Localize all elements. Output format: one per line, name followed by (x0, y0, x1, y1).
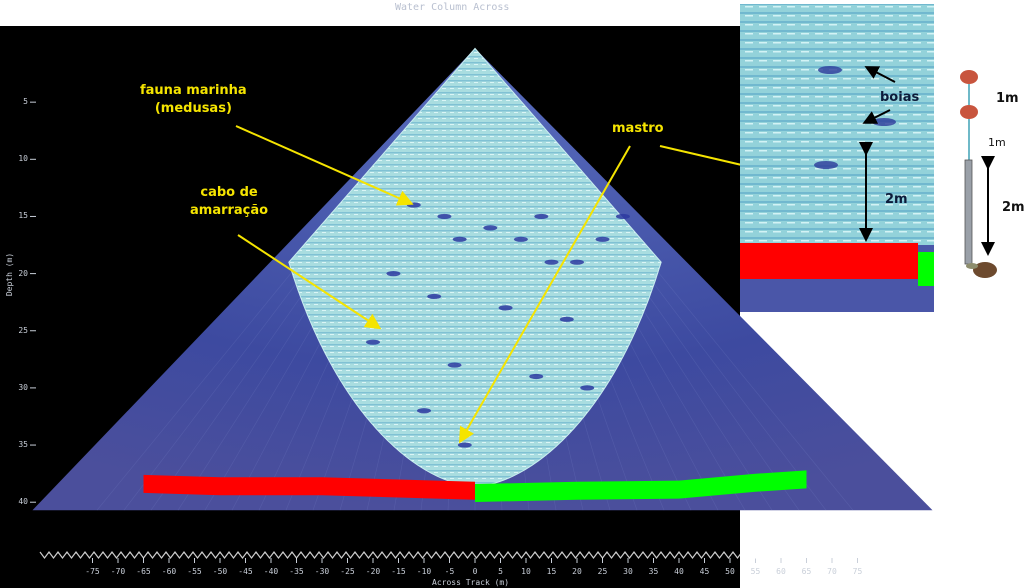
x-tick-label: -55 (187, 567, 202, 576)
anchor-weight (973, 262, 997, 278)
annotation-arrow (235, 125, 414, 206)
echo-target (366, 339, 380, 345)
x-tick-label: 65 (801, 567, 812, 576)
echo-target (447, 362, 462, 368)
echo-target (437, 213, 452, 220)
x-tick-label: -30 (314, 567, 330, 576)
x-tick-label: 15 (546, 567, 557, 576)
x-tick-label: -10 (416, 567, 432, 576)
x-tick-label: -70 (110, 567, 126, 576)
echo-target (570, 259, 584, 265)
inset-2m-label: 2m (885, 192, 908, 207)
fauna-annotation: fauna marinha (medusas) (140, 82, 247, 118)
echo-target (529, 373, 544, 380)
seafloor-edge (39, 551, 909, 559)
mooring-1m-label: 1m (996, 91, 1019, 106)
y-tick-label: 10 (18, 154, 28, 164)
x-tick-label: 30 (623, 567, 633, 576)
echo-target (417, 408, 431, 414)
x-tick-label: -25 (340, 567, 355, 576)
inset-red-detection (740, 243, 918, 279)
mooring-1m-thin-label: 1m (988, 136, 1006, 149)
x-tick-label: 20 (572, 567, 582, 576)
inset-boias-label: boias (880, 90, 920, 105)
y-tick-label: 35 (18, 440, 28, 450)
x-tick-label: 70 (827, 567, 837, 576)
chart-title: Water Column Across (395, 2, 510, 13)
echo-target (513, 236, 528, 242)
x-tick-label: 0 (472, 567, 478, 576)
zoom-inset (740, 4, 934, 312)
inset-arrow-boia-2 (862, 109, 891, 124)
inset-echo (814, 161, 838, 169)
inset-echo (818, 66, 842, 74)
fauna-label-line1: fauna marinha (140, 83, 247, 98)
y-tick-label: 40 (18, 497, 28, 507)
x-tick-label: -15 (391, 567, 406, 576)
x-tick-label: 25 (597, 567, 608, 576)
echo-target (595, 236, 610, 242)
x-tick-label: 75 (852, 567, 863, 576)
x-tick-label: 50 (725, 567, 735, 576)
cabo-annotation: cabo de amarração (190, 184, 268, 220)
echo-target (615, 213, 630, 220)
x-tick-label: 60 (776, 567, 786, 576)
bottom-detection-port (143, 474, 475, 500)
x-tick-label: 5 (498, 567, 503, 576)
mooring-2m-label: 2m (1002, 200, 1024, 215)
fauna-label-line2: (medusas) (154, 101, 232, 116)
y-tick-label: 25 (18, 325, 28, 335)
annotation-arrow (459, 145, 631, 444)
echo-target (534, 213, 549, 220)
y-tick-label: 30 (18, 382, 28, 392)
x-tick-label: 55 (750, 567, 761, 576)
x-tick-label: -65 (136, 567, 151, 576)
echo-target (483, 225, 498, 231)
x-tick-label: -45 (238, 567, 253, 576)
bottom-detection-starboard (475, 470, 807, 503)
y-tick-label: 20 (18, 268, 28, 278)
inset-arrow-boia-1 (864, 66, 896, 83)
anchor-base (966, 263, 978, 269)
echo-target (544, 259, 559, 265)
mast-pole (964, 159, 973, 265)
echo-target (427, 293, 442, 300)
echo-targets (366, 202, 630, 448)
echo-target (498, 305, 513, 311)
x-tick-label: 10 (521, 567, 531, 576)
inset-echo (872, 118, 896, 126)
y-tick-label: 15 (18, 211, 28, 221)
x-axis-label: Across Track (m) (432, 578, 510, 587)
echo-target (580, 385, 595, 391)
axis-ticks (30, 101, 909, 563)
buoy-top (960, 70, 978, 84)
mastro-label: mastro (612, 121, 664, 136)
x-tick-label: 35 (648, 567, 659, 576)
mooring-diagram (960, 70, 997, 278)
bottom-detections (143, 470, 807, 503)
x-tick-label: -5 (444, 567, 455, 576)
x-tick-label: -60 (161, 567, 177, 576)
annotation-arrow (237, 234, 382, 330)
inset-green-detection (918, 252, 934, 286)
x-tick-label: 45 (699, 567, 710, 576)
y-tick-label: 5 (23, 97, 28, 107)
cabo-label-line1: cabo de (200, 185, 258, 200)
x-tick-label: -75 (85, 567, 100, 576)
x-tick-label: -20 (365, 567, 381, 576)
x-tick-label: -50 (212, 567, 228, 576)
x-tick-label: 40 (674, 567, 684, 576)
x-tick-label: -40 (263, 567, 279, 576)
x-tick-label: -35 (289, 567, 304, 576)
buoy-bottom (960, 105, 978, 119)
echo-target (452, 236, 467, 242)
echo-target (386, 271, 401, 277)
cabo-label-line2: amarração (190, 203, 269, 218)
echo-target (457, 442, 472, 448)
echo-target (559, 316, 574, 322)
